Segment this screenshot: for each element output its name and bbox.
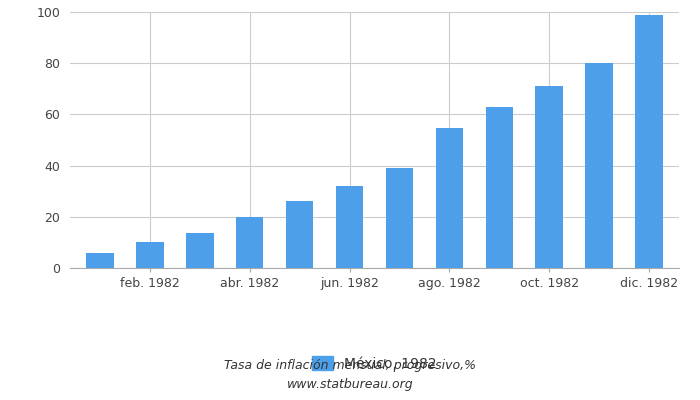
Bar [486, 107, 513, 268]
Bar [536, 86, 563, 268]
Text: Tasa de inflación mensual, progresivo,%: Tasa de inflación mensual, progresivo,% [224, 360, 476, 372]
Bar [336, 186, 363, 268]
Bar [585, 63, 613, 268]
Bar [386, 168, 413, 268]
Legend: México, 1982: México, 1982 [307, 350, 442, 376]
Bar [636, 14, 663, 268]
Bar [86, 253, 113, 268]
Bar [236, 217, 263, 268]
Bar [435, 128, 463, 268]
Bar [136, 242, 164, 268]
Bar [286, 202, 314, 268]
Bar [186, 234, 214, 268]
Text: www.statbureau.org: www.statbureau.org [287, 378, 413, 391]
